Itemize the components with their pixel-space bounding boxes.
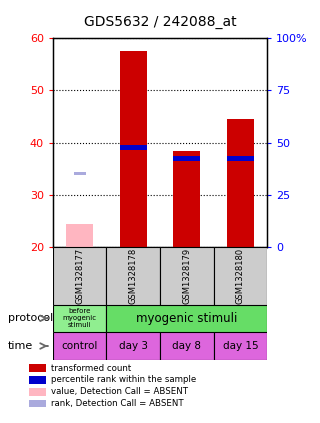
Bar	[53, 247, 106, 305]
Text: percentile rank within the sample: percentile rank within the sample	[51, 375, 196, 385]
Text: GSM1328177: GSM1328177	[75, 248, 84, 304]
Bar	[74, 172, 86, 175]
Bar	[214, 247, 267, 305]
Text: GDS5632 / 242088_at: GDS5632 / 242088_at	[84, 15, 236, 29]
Text: rank, Detection Call = ABSENT: rank, Detection Call = ABSENT	[51, 399, 184, 408]
Bar	[53, 305, 106, 332]
Text: GSM1328178: GSM1328178	[129, 248, 138, 304]
Bar	[160, 332, 214, 360]
Bar	[227, 156, 254, 161]
Bar	[173, 156, 200, 161]
Bar	[173, 151, 200, 247]
Bar	[53, 332, 106, 360]
Text: myogenic stimuli: myogenic stimuli	[136, 312, 237, 325]
Bar	[106, 305, 267, 332]
Text: control: control	[61, 341, 98, 351]
Bar	[66, 224, 93, 247]
Bar	[120, 51, 147, 247]
Text: day 15: day 15	[223, 341, 258, 351]
Bar	[106, 247, 160, 305]
Text: day 8: day 8	[172, 341, 201, 351]
Text: value, Detection Call = ABSENT: value, Detection Call = ABSENT	[51, 387, 188, 396]
Text: before
myogenic
stimuli: before myogenic stimuli	[62, 308, 97, 328]
Text: day 3: day 3	[119, 341, 148, 351]
Text: GSM1328179: GSM1328179	[182, 248, 191, 304]
Bar	[160, 247, 214, 305]
Text: time: time	[8, 341, 33, 351]
Text: GSM1328180: GSM1328180	[236, 248, 245, 304]
Text: protocol: protocol	[8, 313, 53, 323]
Bar	[106, 332, 160, 360]
Bar	[120, 146, 147, 150]
Text: transformed count: transformed count	[51, 363, 132, 373]
Bar	[214, 332, 267, 360]
Bar	[227, 119, 254, 247]
